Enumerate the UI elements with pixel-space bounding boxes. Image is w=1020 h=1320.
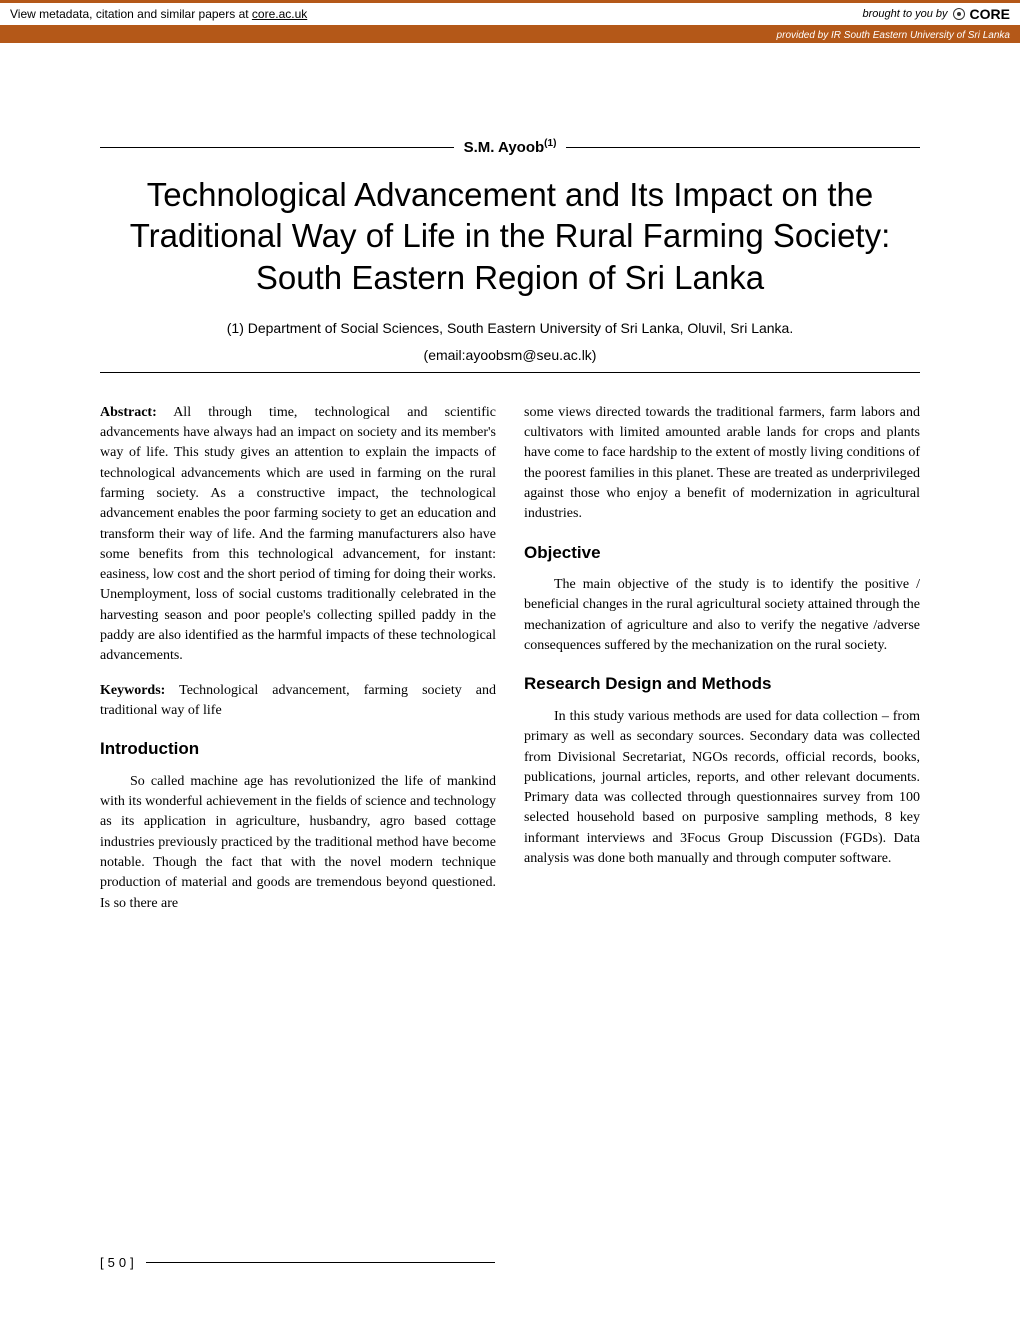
paper-title: Technological Advancement and Its Impact… [100, 174, 920, 298]
provided-by-text: provided by IR South Eastern University … [777, 30, 1010, 41]
author-name-text: S.M. Ayoob [464, 139, 545, 156]
title-divider [100, 372, 920, 373]
keywords-paragraph: Keywords: Technological advancement, far… [100, 681, 496, 722]
rule-left [100, 147, 454, 148]
research-p: In this study various methods are used f… [524, 707, 920, 869]
abstract-text: All through time, technological and scie… [100, 405, 496, 664]
page-content: S.M. Ayoob(1) Technological Advancement … [0, 43, 1020, 954]
provided-by-banner: provided by IR South Eastern University … [0, 28, 1020, 43]
abstract-label: Abstract: [100, 405, 157, 420]
email: (email:ayoobsm@seu.ac.lk) [100, 345, 920, 366]
page-number: [50] [100, 1255, 495, 1270]
core-icon [952, 7, 966, 21]
author-line: S.M. Ayoob(1) [100, 138, 920, 156]
banner-left: View metadata, citation and similar pape… [10, 7, 307, 21]
author-name: S.M. Ayoob(1) [454, 138, 567, 156]
body-columns: Abstract: All through time, technologica… [100, 403, 920, 914]
core-link[interactable]: core.ac.uk [252, 7, 307, 21]
banner-left-text: View metadata, citation and similar pape… [10, 7, 252, 21]
keywords-label: Keywords: [100, 683, 165, 698]
objective-heading: Objective [524, 541, 920, 566]
brought-by-text: brought to you by [863, 8, 948, 20]
rule-right [566, 147, 920, 148]
page-number-rule [146, 1262, 495, 1263]
core-logo: CORE [970, 6, 1010, 22]
abstract-paragraph: Abstract: All through time, technologica… [100, 403, 496, 667]
core-banner: View metadata, citation and similar pape… [0, 0, 1020, 28]
objective-p: The main objective of the study is to id… [524, 575, 920, 656]
introduction-p1: So called machine age has revolutionized… [100, 772, 496, 914]
author-marker: (1) [544, 138, 556, 149]
introduction-heading: Introduction [100, 737, 496, 762]
research-heading: Research Design and Methods [524, 672, 920, 697]
affiliation: (1) Department of Social Sciences, South… [100, 318, 920, 339]
col2-continuation: some views directed towards the traditio… [524, 403, 920, 525]
banner-right: brought to you by CORE [863, 6, 1010, 22]
page-number-text: [50] [100, 1255, 146, 1270]
